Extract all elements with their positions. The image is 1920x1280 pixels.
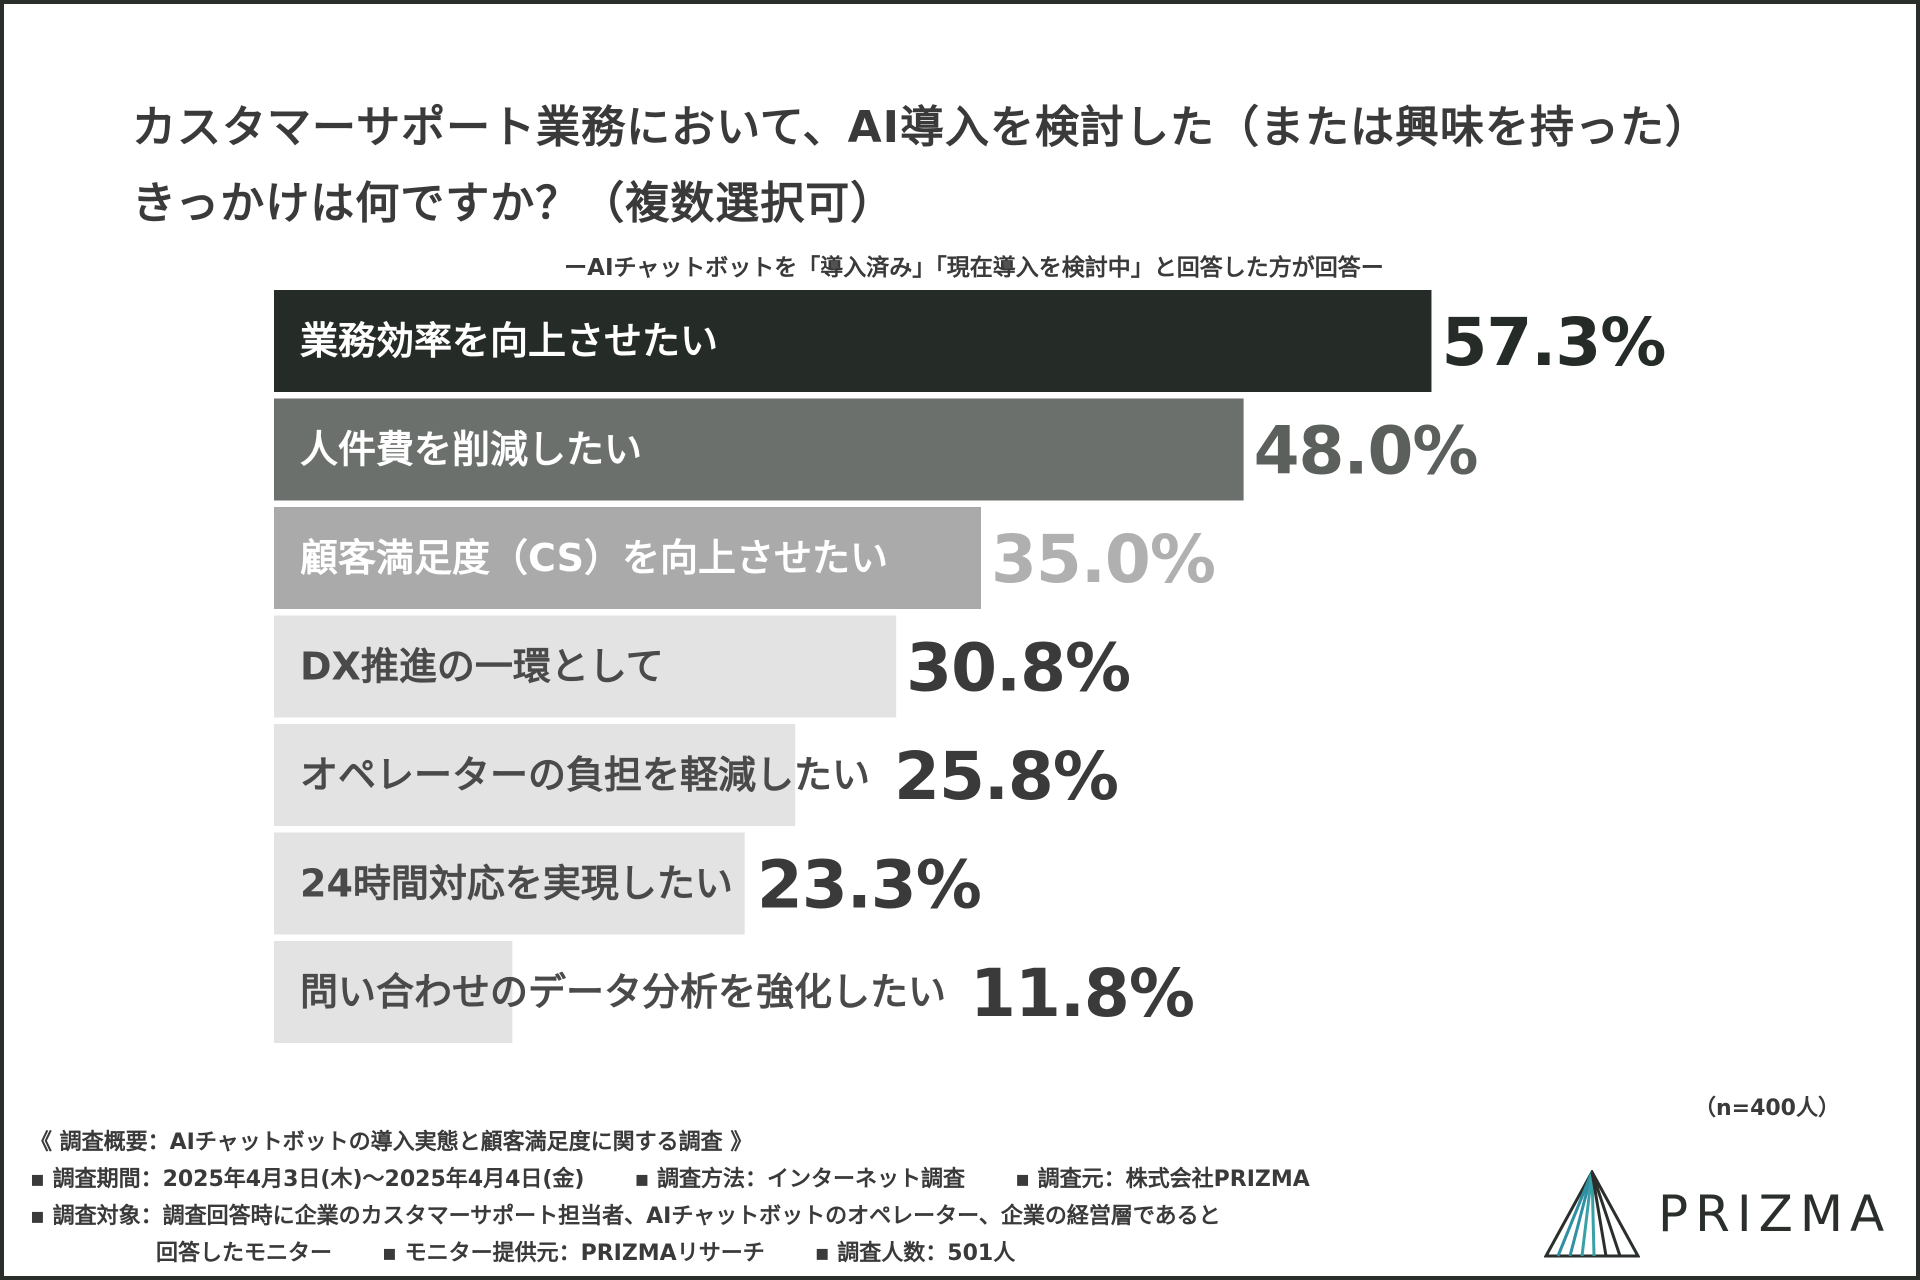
bar-7: [274, 941, 513, 1043]
survey-source: ▪ 調査元：株式会社PRIZMA: [1015, 1167, 1310, 1192]
chart-title-line-1: カスタマーサポート業務において、AI導入を検討した（または興味を持った）: [132, 102, 1711, 153]
chart-title: カスタマーサポート業務において、AI導入を検討した（または興味を持った） きっか…: [132, 90, 1852, 242]
chart-title-line-2: きっかけは何ですか？（複数選択可）: [132, 178, 896, 229]
bar-value-5: 25.8%: [894, 738, 1118, 815]
bar-3: [274, 507, 981, 609]
bar-value-2: 48.0%: [1254, 413, 1478, 490]
survey-period: ▪ 調査期間：2025年4月3日(木)～2025年4月4日(金): [30, 1167, 585, 1192]
sample-size-note: （n=400人）: [1693, 1096, 1840, 1121]
survey-method: ▪ 調査方法：インターネット調査: [634, 1167, 966, 1192]
survey-meta-row: ▪ 調査期間：2025年4月3日(木)～2025年4月4日(金) ▪ 調査方法：イ…: [30, 1161, 1310, 1198]
bar-6: [274, 832, 745, 935]
survey-provider: ▪ モニター提供元：PRIZMAリサーチ: [382, 1241, 765, 1266]
survey-overview: 《 調査概要：AIチャットボットの導入実態と顧客満足度に関する調査 》: [30, 1130, 753, 1155]
bar-label-5: オペレーターの負担を軽減したい: [300, 753, 870, 797]
bar-label-1: 業務効率を向上させたい: [300, 319, 718, 363]
bar-value-4: 30.8%: [906, 630, 1130, 707]
bar-value-3: 35.0%: [991, 521, 1215, 598]
bar-4: [274, 615, 897, 718]
survey-target: ▪ 調査対象：調査回答時に企業のカスタマーサポート担当者、AIチャットボットのオ…: [30, 1204, 1221, 1229]
bar-label-6: 24時間対応を実現したい: [300, 862, 733, 906]
bar-label-3: 顧客満足度（CS）を向上させたい: [300, 536, 888, 580]
survey-target-row-2: 回答したモニター ▪ モニター提供元：PRIZMAリサーチ ▪ 調査人数：501人: [30, 1235, 1310, 1272]
survey-count: ▪ 調査人数：501人: [814, 1241, 1016, 1266]
bar-5: [274, 724, 796, 826]
bar-1: [274, 290, 1432, 392]
bar-value-6: 23.3%: [757, 847, 981, 924]
bar-2: [274, 398, 1244, 501]
bar-label-4: DX推進の一環として: [300, 645, 664, 689]
prism-icon: [1544, 1170, 1640, 1258]
survey-target-continued: 回答したモニター: [156, 1241, 333, 1266]
bar-value-7: 11.8%: [970, 955, 1194, 1032]
survey-notes: 《 調査概要：AIチャットボットの導入実態と顧客満足度に関する調査 》 ▪ 調査…: [30, 1124, 1310, 1272]
bar-label-7: 問い合わせのデータ分析を強化したい: [300, 970, 946, 1014]
prizma-logo: PRIZMA: [1544, 1170, 1891, 1258]
bar-chart: 業務効率を向上させたい 57.3% 人件費を削減したい 48.0% 顧客満足度（CS）を…: [274, 290, 1666, 1043]
bar-value-1: 57.3%: [1441, 304, 1665, 381]
chart-subtitle: ーAIチャットボットを「導入済み」「現在導入を検討中」と回答した方が回答ー: [564, 255, 1384, 281]
bar-label-2: 人件費を削減したい: [300, 428, 642, 472]
logo-text: PRIZMA: [1658, 1185, 1892, 1243]
